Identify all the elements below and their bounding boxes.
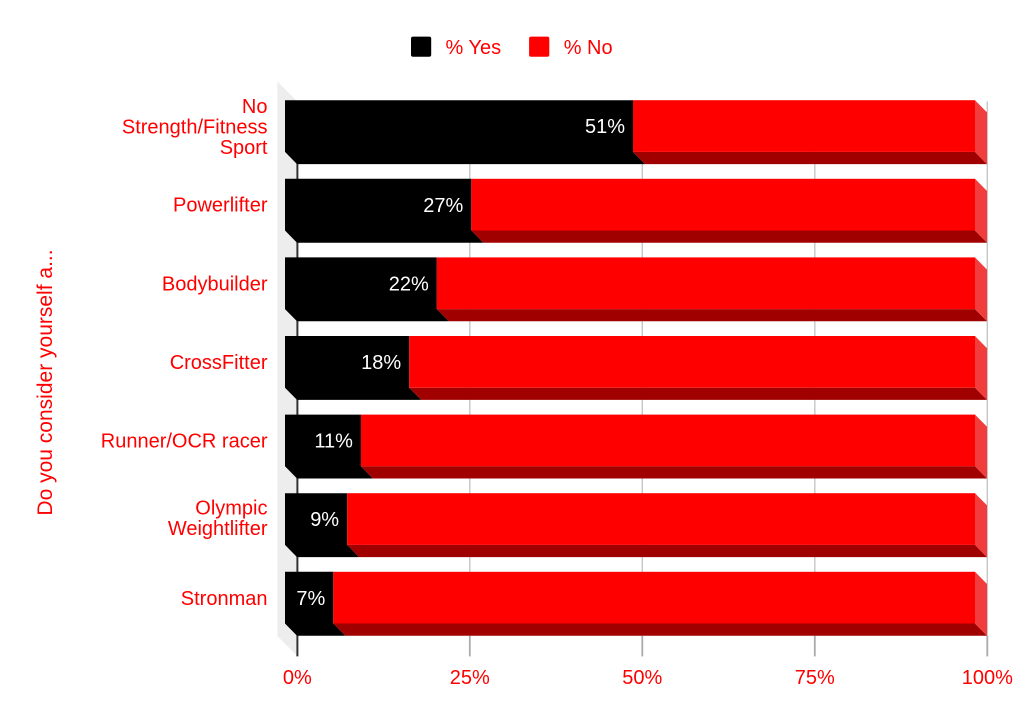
svg-text:50%: 50% [622, 667, 662, 689]
svg-text:Sport: Sport [220, 137, 268, 159]
svg-text:9%: 9% [310, 509, 339, 531]
svg-text:% Yes: % Yes [446, 37, 502, 59]
svg-text:CrossFitter: CrossFitter [170, 352, 268, 374]
svg-text:25%: 25% [450, 667, 490, 689]
svg-text:Weightlifter: Weightlifter [168, 518, 268, 540]
svg-text:Olympic: Olympic [195, 498, 267, 520]
svg-text:75%: 75% [795, 667, 835, 689]
svg-text:27%: 27% [423, 195, 463, 217]
svg-text:0%: 0% [283, 667, 312, 689]
svg-text:Bodybuilder: Bodybuilder [162, 273, 268, 295]
svg-text:Powerlifter: Powerlifter [173, 195, 268, 217]
svg-text:Runner/OCR racer: Runner/OCR racer [101, 431, 268, 453]
svg-text:% No: % No [564, 37, 613, 59]
svg-text:51%: 51% [585, 116, 625, 138]
svg-text:7%: 7% [296, 588, 325, 610]
svg-text:Strength/Fitness: Strength/Fitness [122, 117, 268, 139]
svg-text:22%: 22% [389, 273, 429, 295]
svg-text:100%: 100% [962, 667, 1013, 689]
svg-text:Stronman: Stronman [181, 588, 268, 610]
svg-text:Do you consider yourself a...: Do you consider yourself a... [34, 249, 57, 515]
svg-text:11%: 11% [314, 431, 353, 453]
svg-text:18%: 18% [361, 352, 401, 374]
svg-text:No: No [242, 96, 268, 118]
